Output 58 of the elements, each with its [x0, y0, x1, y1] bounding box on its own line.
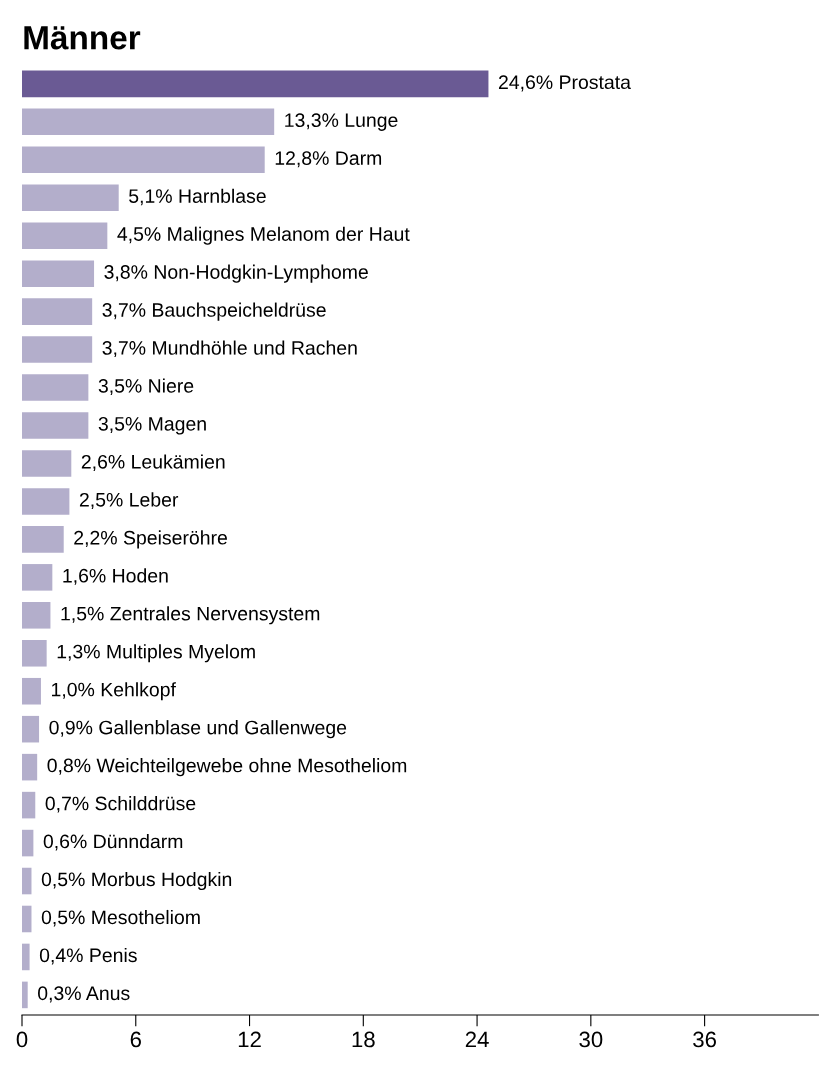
- text: 0,6% Dünndarm: [43, 834, 183, 851]
- bar: [22, 602, 51, 629]
- bar: [22, 184, 119, 212]
- text: 3,5% Niere: [98, 378, 194, 396]
- bar: [22, 791, 36, 819]
- text: 3,7% Mundhöhle und Rachen: [102, 340, 357, 358]
- bar: [22, 336, 93, 363]
- bar: [22, 260, 95, 287]
- chart-title: Männer: [24, 26, 141, 50]
- bar: [22, 146, 265, 174]
- text: 2,5% Leber: [79, 492, 179, 509]
- x-tick-label: 30: [579, 1031, 603, 1048]
- bar: [22, 943, 30, 971]
- text: 2,6% Leukämien: [81, 454, 225, 471]
- bar: [22, 374, 89, 401]
- x-tick-label: 24: [465, 1031, 489, 1048]
- text: 3,5% Magen: [98, 416, 206, 435]
- x-tick-label: 18: [352, 1031, 375, 1048]
- x-tick-label: 12: [238, 1031, 261, 1048]
- text: 13,3% Lunge: [285, 113, 398, 131]
- x-tick-label: 6: [130, 1031, 141, 1048]
- bar: [22, 488, 70, 515]
- bar: [22, 639, 47, 667]
- text: 1,5% Zentrales Nervensystem: [61, 606, 320, 625]
- text: 0,4% Penis: [39, 947, 137, 965]
- text: 12,8% Darm: [275, 151, 382, 168]
- text: 0,5% Mesotheliom: [41, 909, 200, 927]
- text: 3,7% Bauchspeicheldrüse: [102, 302, 326, 321]
- bar: [22, 829, 34, 857]
- text: 0,9% Gallenblase und Gallenwege: [49, 720, 347, 739]
- text: 0,5% Morbus Hodgkin: [41, 871, 232, 891]
- x-tick-label: 0: [16, 1031, 28, 1048]
- bar: [22, 450, 72, 477]
- bar: [22, 222, 108, 249]
- bar: [22, 70, 489, 98]
- text: 0,8% Weichteilgewebe ohne Mesotheliom: [47, 758, 407, 777]
- bar: [22, 677, 41, 705]
- text: 2,2% Speiseröhre: [74, 530, 227, 549]
- bar: [22, 298, 93, 325]
- text: 0,3% Anus: [38, 986, 130, 1003]
- bar: [22, 753, 38, 781]
- text: 1,3% Multiples Myelom: [57, 644, 255, 663]
- bar: [22, 108, 275, 136]
- bar: [22, 564, 53, 591]
- bar: [22, 526, 64, 553]
- text: 5,1% Harnblase: [129, 188, 266, 206]
- bar: [22, 867, 32, 895]
- text: 24,6% Prostata: [498, 75, 631, 92]
- bar: [22, 981, 28, 1009]
- x-tick-label: 36: [693, 1031, 716, 1048]
- text: 0,7% Schilddrüse: [45, 796, 196, 813]
- bar: [22, 715, 40, 743]
- text: 1,6% Hoden: [63, 568, 168, 585]
- text: 1,0% Kehlkopf: [52, 682, 176, 701]
- text: 3,8% Non-Hodgkin-Lymphome: [104, 264, 368, 283]
- text: 4,5% Malignes Melanom der Haut: [117, 226, 410, 245]
- bar: [22, 905, 32, 933]
- bar: [22, 412, 89, 439]
